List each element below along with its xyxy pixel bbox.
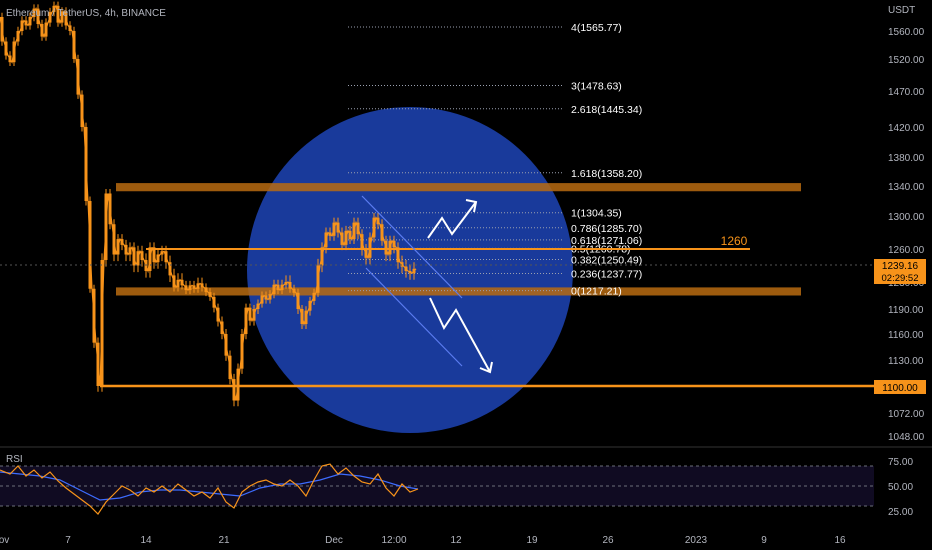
zones-group [116, 183, 801, 296]
price-tick: 1340.00 [888, 182, 925, 193]
bullish-arrow-head-icon [465, 199, 478, 213]
price-tick: 1190.00 [888, 305, 924, 316]
price-tick: 1072.00 [888, 409, 925, 420]
fib-label: 0.786(1285.70) [571, 223, 642, 235]
price-tick: 1260.00 [888, 245, 925, 256]
fib-label: 4(1565.77) [571, 22, 622, 34]
price-tick: 1380.00 [888, 153, 925, 164]
symbol-header: Ethereum / TetherUS, 4h, BINANCE [6, 8, 166, 19]
price-tick: 1420.00 [888, 123, 925, 134]
rsi-band-fill [0, 466, 874, 506]
time-tick: 7 [65, 535, 71, 546]
countdown-label: 02:29:52 [882, 273, 919, 284]
rsi-tick: 75.00 [888, 457, 913, 468]
price-tick: 1048.00 [888, 432, 925, 443]
channel-lower-line [365, 267, 463, 367]
time-tick: 12:00 [381, 535, 406, 546]
bullish-arrow-icon [427, 201, 477, 239]
time-tick: ov [0, 535, 9, 546]
rsi-line [0, 463, 419, 515]
time-tick: 2023 [685, 535, 708, 546]
fib-label: 1(1304.35) [571, 208, 622, 220]
price-tick: 1130.00 [888, 356, 924, 367]
fib-label: 0.236(1237.77) [571, 268, 642, 280]
time-tick: 14 [140, 535, 152, 546]
time-tick: 12 [450, 535, 462, 546]
rsi-label: RSI [6, 454, 23, 465]
time-tick: Dec [325, 535, 343, 546]
bearish-arrow-head-icon [479, 361, 493, 374]
fib-label: 2.618(1445.34) [571, 104, 642, 116]
price-tick: 1160.00 [888, 330, 924, 341]
fib-label: 3(1478.63) [571, 80, 622, 92]
time-tick: 19 [526, 535, 538, 546]
channel-upper-line [361, 195, 463, 299]
time-tick: 21 [218, 535, 230, 546]
price-tick: 1300.00 [888, 212, 925, 223]
fib-label: 0(1217.21) [571, 286, 622, 298]
fibonacci-group: 4(1565.77) 3(1478.63) 2.618(1445.34) 1.618(… [348, 22, 642, 298]
fib-label: 0.382(1250.49) [571, 254, 642, 266]
price-path-line [0, 4, 417, 401]
rsi-group: 75.00 50.00 25.00 [0, 457, 913, 518]
time-tick: 9 [761, 535, 767, 546]
level-1260-label: 1260 [721, 234, 748, 248]
price-tick: 1470.00 [888, 87, 925, 98]
level-1100-badge [874, 380, 926, 394]
currency-label: USDT [888, 5, 915, 16]
time-axis[interactable]: ov 7 14 21 Dec 12:00 12 19 26 2023 9 16 [0, 535, 846, 546]
rsi-tick: 50.00 [888, 482, 913, 493]
fib-label: 0.618(1271.06) [571, 235, 642, 247]
bearish-arrow-icon [429, 297, 491, 373]
current-price-badge [874, 259, 926, 284]
current-price-label: 1239.16 [882, 261, 919, 272]
rsi-tick: 25.00 [888, 507, 913, 518]
rsi-ma-line [0, 471, 419, 501]
price-tick: 1560.00 [888, 27, 925, 38]
time-tick: 16 [834, 535, 846, 546]
fib-label: 1.618(1358.20) [571, 168, 642, 180]
time-tick: 26 [602, 535, 614, 546]
price-tick: 1520.00 [888, 55, 925, 66]
level-1100-badge-label: 1100.00 [882, 383, 918, 394]
resistance-zone [116, 183, 801, 192]
support-zone [116, 287, 801, 296]
